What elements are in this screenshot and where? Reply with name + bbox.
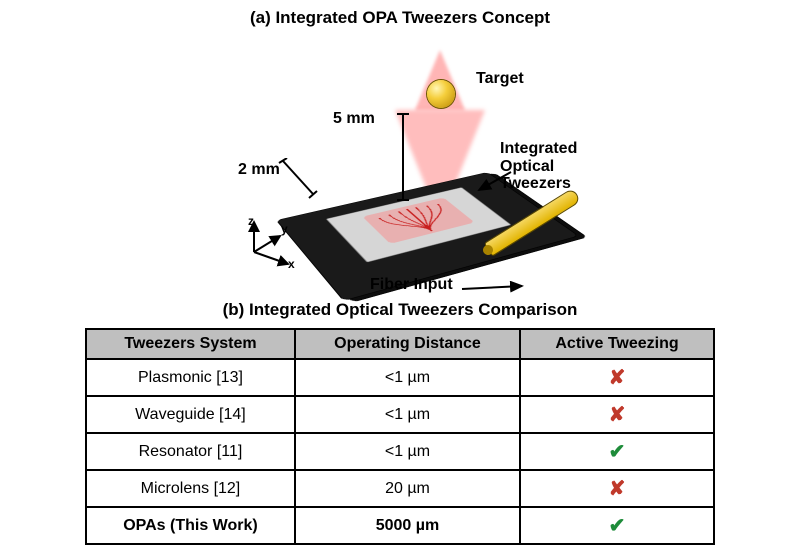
- cell-distance: <1 µm: [295, 396, 520, 433]
- coordinate-axes: z y x: [240, 216, 298, 271]
- fiber-input-arrow-icon: [460, 281, 530, 297]
- dimension-5mm-label: 5 mm: [333, 110, 375, 128]
- target-label: Target: [476, 70, 524, 88]
- panel-a-title: (a) Integrated OPA Tweezers Concept: [0, 0, 800, 28]
- cell-distance: <1 µm: [295, 359, 520, 396]
- cell-active: ✔: [520, 433, 714, 470]
- axis-x-label: x: [288, 257, 295, 271]
- table-header-row: Tweezers System Operating Distance Activ…: [86, 329, 714, 359]
- table-row: Plasmonic [13]<1 µm ✘: [86, 359, 714, 396]
- cell-active: ✘: [520, 359, 714, 396]
- panel-b-title: (b) Integrated Optical Tweezers Comparis…: [0, 300, 800, 320]
- dimension-5mm-marker: [396, 108, 410, 206]
- cell-active: ✘: [520, 396, 714, 433]
- integrated-tweezers-label-l1: Integrated: [500, 140, 577, 157]
- cell-active: ✔: [520, 507, 714, 544]
- table-row: Resonator [11]<1 µm ✔: [86, 433, 714, 470]
- cell-system: Waveguide [14]: [86, 396, 295, 433]
- cell-system: Plasmonic [13]: [86, 359, 295, 396]
- cross-icon: ✘: [609, 367, 626, 389]
- col-header-system: Tweezers System: [86, 329, 295, 359]
- dimension-2mm-marker: [276, 158, 320, 200]
- cross-icon: ✘: [609, 478, 626, 500]
- cell-system: Microlens [12]: [86, 470, 295, 507]
- target-microsphere: [427, 80, 455, 108]
- cell-active: ✘: [520, 470, 714, 507]
- concept-diagram: 5 mm 2 mm Target Integrated Optical Twee…: [0, 28, 800, 298]
- axis-z-label: z: [248, 214, 254, 228]
- integrated-tweezers-arrow-icon: [475, 168, 515, 196]
- cell-system: OPAs (This Work): [86, 507, 295, 544]
- cell-distance: 20 µm: [295, 470, 520, 507]
- axis-y-label: y: [281, 222, 288, 236]
- fiber-input-label: Fiber Input: [370, 276, 453, 294]
- col-header-distance: Operating Distance: [295, 329, 520, 359]
- dimension-2mm-label: 2 mm: [238, 161, 280, 179]
- cell-distance: <1 µm: [295, 433, 520, 470]
- table-row: OPAs (This Work)5000 µm ✔: [86, 507, 714, 544]
- table-row: Waveguide [14]<1 µm ✘: [86, 396, 714, 433]
- table-row: Microlens [12]20 µm ✘: [86, 470, 714, 507]
- check-icon: ✔: [609, 515, 626, 537]
- comparison-table: Tweezers System Operating Distance Activ…: [85, 328, 715, 545]
- col-header-active: Active Tweezing: [520, 329, 714, 359]
- cell-system: Resonator [11]: [86, 433, 295, 470]
- cross-icon: ✘: [609, 404, 626, 426]
- cell-distance: 5000 µm: [295, 507, 520, 544]
- check-icon: ✔: [609, 441, 626, 463]
